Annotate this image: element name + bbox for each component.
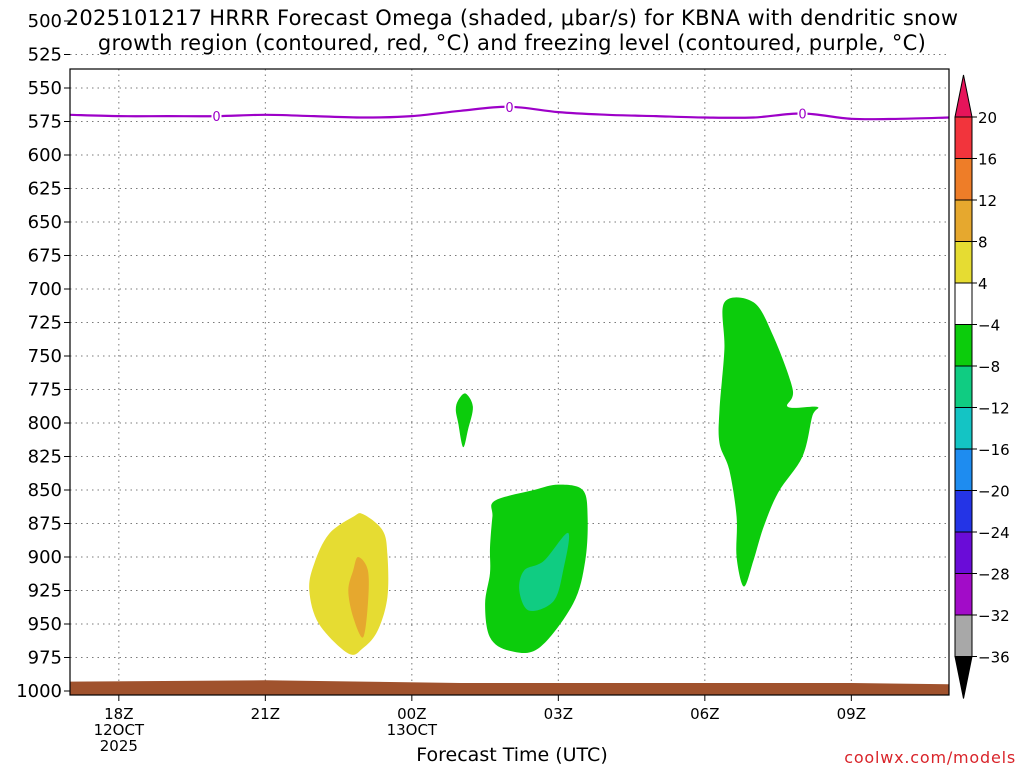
y-tick-label: 925 bbox=[28, 581, 62, 602]
freezing-level-label-bg bbox=[211, 109, 222, 123]
colorbar-tick-label: −20 bbox=[978, 483, 1010, 501]
colorbar: 20 16 12 8 4 −4 −8 −12 −16 −20 −24 −28 −32 −36 bbox=[954, 74, 1010, 699]
colorbar-bin bbox=[954, 490, 973, 533]
x-tick-label: 00Z bbox=[397, 705, 426, 723]
colorbar-tick-label: 16 bbox=[978, 151, 997, 169]
y-tick-label: 700 bbox=[28, 279, 62, 300]
omega-region bbox=[718, 297, 819, 587]
colorbar-tick-label: −8 bbox=[978, 358, 1000, 376]
colorbar-bin bbox=[954, 116, 973, 159]
y-tick-label: 675 bbox=[28, 246, 62, 267]
colorbar-tick-label: 20 bbox=[978, 109, 997, 127]
y-tick-label: 825 bbox=[28, 447, 62, 468]
y-tick-label: 850 bbox=[28, 480, 62, 501]
colorbar-bin bbox=[954, 241, 973, 284]
y-tick-label: 975 bbox=[28, 648, 62, 669]
omega-region bbox=[309, 513, 389, 655]
colorbar-over-triangle bbox=[954, 74, 973, 118]
y-tick-label: 625 bbox=[28, 179, 62, 200]
x-tick-label: 18Z bbox=[104, 705, 133, 723]
colorbar-bin bbox=[954, 199, 973, 242]
y-tick-label: 500 bbox=[28, 11, 62, 32]
terrain-fill bbox=[70, 680, 949, 695]
y-tick-label: 775 bbox=[28, 380, 62, 401]
y-tick-label: 750 bbox=[28, 346, 62, 367]
y-tick-label: 525 bbox=[28, 45, 62, 66]
x-tick-label: 13OCT bbox=[387, 721, 438, 739]
colorbar-under-triangle bbox=[954, 656, 973, 699]
x-tick-label: 12OCT bbox=[94, 721, 145, 739]
y-tick-label: 900 bbox=[28, 547, 62, 568]
colorbar-tick-label: −12 bbox=[978, 400, 1010, 418]
x-axis-label: Forecast Time (UTC) bbox=[416, 744, 608, 766]
x-tick-label: 09Z bbox=[837, 705, 866, 723]
colorbar-bin bbox=[954, 282, 973, 325]
y-tick-label: 575 bbox=[28, 112, 62, 133]
y-tick-label: 950 bbox=[28, 614, 62, 635]
y-tick-label: 875 bbox=[28, 514, 62, 535]
freezing-level: 0 0 0 bbox=[69, 99, 950, 125]
x-tick-label: 03Z bbox=[544, 705, 573, 723]
y-tick-label: 800 bbox=[28, 413, 62, 434]
omega-region bbox=[519, 532, 570, 611]
freezing-level-label-bg bbox=[504, 99, 515, 113]
chart-title-line-1: 2025101217 HRRR Forecast Omega (shaded, … bbox=[65, 6, 959, 30]
colorbar-bin bbox=[954, 158, 973, 201]
colorbar-bin bbox=[954, 324, 973, 367]
chart-title-line-2: growth region (contoured, red, °C) and f… bbox=[97, 31, 927, 55]
colorbar-bin bbox=[954, 365, 973, 408]
colorbar-bin bbox=[954, 614, 973, 657]
colorbar-bin bbox=[954, 407, 973, 450]
chart-title: 2025101217 HRRR Forecast Omega (shaded, … bbox=[0, 6, 1024, 56]
colorbar-tick-label: 12 bbox=[978, 192, 997, 210]
credit-link[interactable]: coolwx.com/models bbox=[844, 748, 1016, 767]
omega-region bbox=[348, 557, 369, 638]
colorbar-tick-label: −16 bbox=[978, 441, 1010, 459]
colorbar-tick-label: −36 bbox=[978, 649, 1010, 667]
axes: 500 525 550 575 600 625 650 675 700 725 750 775 800 8… bbox=[16, 11, 866, 755]
y-tick-label: 650 bbox=[28, 212, 62, 233]
colorbar-bin bbox=[954, 531, 973, 574]
colorbar-tick-label: −24 bbox=[978, 524, 1010, 542]
plot-frame bbox=[69, 68, 950, 696]
colorbar-tick-label: 4 bbox=[978, 275, 988, 293]
colorbar-bin bbox=[954, 448, 973, 491]
x-tick-label: 21Z bbox=[251, 705, 280, 723]
omega-region bbox=[455, 393, 473, 448]
y-tick-label: 725 bbox=[28, 313, 62, 334]
freezing-level-label-bg bbox=[797, 106, 808, 120]
y-tick-label: 550 bbox=[28, 78, 62, 99]
colorbar-tick-label: −32 bbox=[978, 607, 1010, 625]
omega-shading bbox=[309, 297, 819, 655]
x-tick-label: 06Z bbox=[690, 705, 719, 723]
terrain bbox=[70, 680, 949, 695]
y-tick-label: 600 bbox=[28, 145, 62, 166]
colorbar-bin bbox=[954, 573, 973, 616]
freezing-level-label: 0 bbox=[212, 110, 220, 125]
x-tick-label: 2025 bbox=[100, 737, 138, 755]
y-tick-label: 1000 bbox=[16, 681, 62, 702]
freezing-level-label: 0 bbox=[505, 101, 513, 116]
freezing-level-label: 0 bbox=[798, 107, 806, 122]
colorbar-tick-label: −4 bbox=[978, 317, 1000, 335]
colorbar-tick-label: −28 bbox=[978, 566, 1010, 584]
colorbar-tick-label: 8 bbox=[978, 234, 988, 252]
